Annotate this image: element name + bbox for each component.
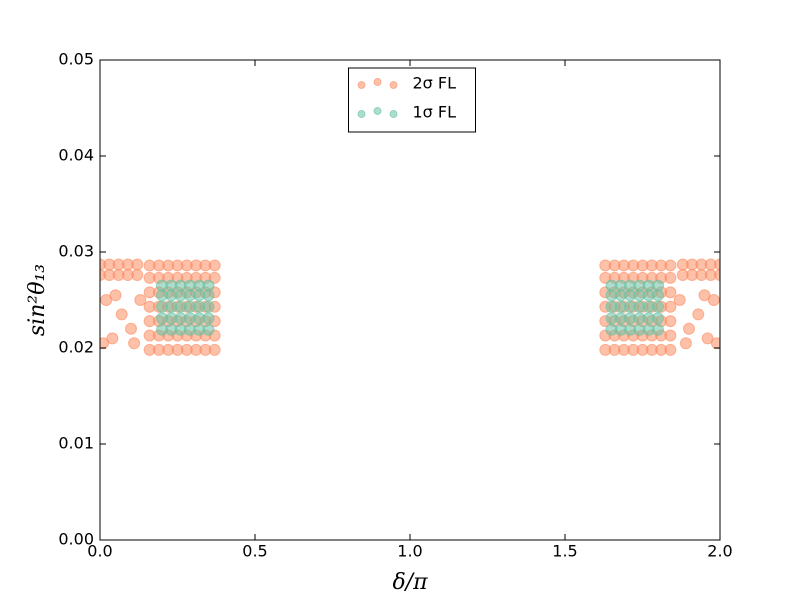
y-tick-label: 0.04 bbox=[58, 146, 94, 165]
scatter-point bbox=[673, 294, 686, 306]
scatter-point bbox=[100, 337, 110, 350]
y-tick-label: 0.05 bbox=[58, 50, 94, 69]
scatter-point bbox=[652, 279, 664, 292]
legend-marker bbox=[357, 81, 366, 89]
y-tick-label: 0.00 bbox=[58, 530, 94, 549]
scatter-point bbox=[100, 294, 113, 306]
scatter-point bbox=[664, 271, 677, 284]
legend-marker bbox=[357, 110, 366, 118]
scatter-point bbox=[664, 259, 677, 272]
scatter-point bbox=[710, 337, 720, 350]
scatter-point bbox=[707, 294, 720, 306]
legend-marker bbox=[389, 81, 398, 89]
scatter-point bbox=[208, 271, 221, 284]
x-tick-label: 0.5 bbox=[242, 542, 267, 561]
scatter-point bbox=[698, 289, 711, 302]
scatter-point bbox=[664, 300, 677, 313]
legend-box bbox=[348, 67, 476, 133]
y-tick-label: 0.03 bbox=[58, 242, 94, 261]
x-tick-label: 1.0 bbox=[397, 542, 422, 561]
legend-marker bbox=[373, 78, 382, 86]
scatter-point bbox=[109, 289, 122, 302]
x-axis-label: δ/π bbox=[392, 570, 428, 595]
scatter-point bbox=[701, 332, 714, 345]
scatter-point bbox=[134, 294, 147, 306]
y-axis-label: sin²θ₁₃ bbox=[25, 264, 50, 336]
scatter-point bbox=[664, 329, 677, 342]
legend-label: 2σ FL bbox=[413, 74, 457, 93]
scatter-point bbox=[202, 323, 215, 336]
y-tick-label: 0.02 bbox=[58, 338, 94, 357]
legend-marker bbox=[373, 107, 382, 115]
scatter-point bbox=[202, 312, 215, 325]
scatter-point bbox=[676, 269, 689, 282]
x-tick-label: 2.0 bbox=[707, 542, 732, 561]
x-tick-label: 1.5 bbox=[552, 542, 577, 561]
scatter-point bbox=[652, 300, 664, 313]
scatter-point bbox=[692, 308, 705, 321]
scatter-point bbox=[131, 269, 144, 282]
scatter-point bbox=[679, 337, 692, 350]
scatter-point bbox=[664, 286, 677, 299]
scatter-point bbox=[131, 258, 144, 271]
x-tick-label: 0.0 bbox=[87, 542, 112, 561]
scatter-point bbox=[202, 300, 215, 313]
legend-marker bbox=[389, 110, 398, 118]
scatter-point bbox=[664, 315, 677, 328]
scatter-point bbox=[652, 323, 664, 336]
scatter-point bbox=[683, 322, 695, 335]
scatter-point bbox=[115, 308, 128, 321]
scatter-point bbox=[202, 279, 215, 292]
scatter-point bbox=[676, 258, 689, 271]
scatter-point bbox=[664, 343, 677, 356]
scatter-point bbox=[208, 343, 221, 356]
scatter-point bbox=[652, 312, 664, 325]
scatter-point bbox=[106, 332, 119, 345]
scatter-point bbox=[208, 259, 221, 272]
legend-label: 1σ FL bbox=[413, 103, 457, 122]
y-tick-label: 0.01 bbox=[58, 434, 94, 453]
scatter-point bbox=[125, 322, 137, 335]
scatter-point bbox=[128, 337, 141, 350]
plot-area bbox=[100, 258, 720, 356]
